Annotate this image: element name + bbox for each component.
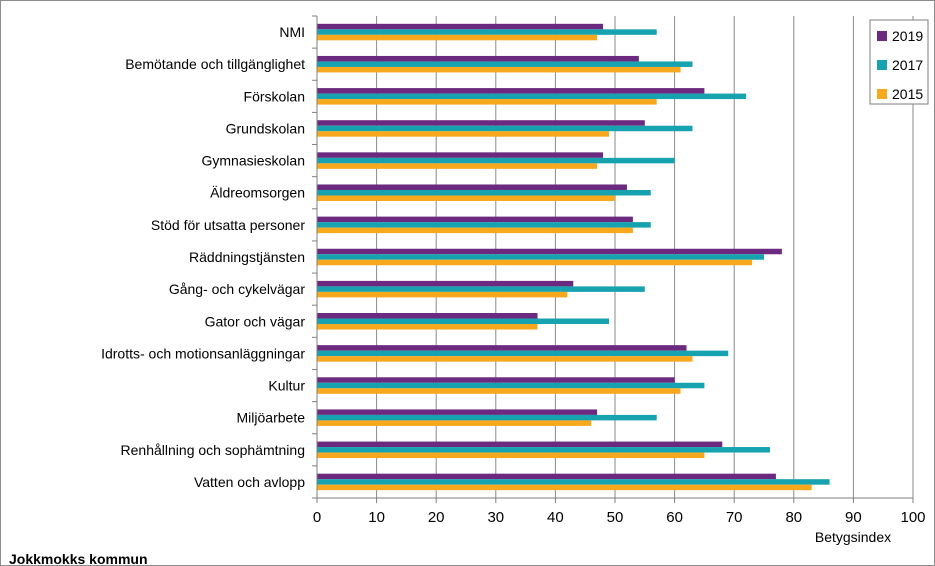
x-tick-label: 50 — [607, 509, 624, 526]
x-tick-label: 100 — [900, 509, 925, 526]
bar-2019 — [317, 345, 687, 351]
category-label: Äldreomsorgen — [210, 185, 305, 201]
legend-swatch-2019 — [877, 31, 887, 41]
legend-swatch-2015 — [877, 89, 887, 99]
bar-2017 — [317, 350, 729, 357]
bar-2019 — [317, 184, 627, 190]
bar-2017 — [317, 222, 651, 228]
legend-swatch-2017 — [877, 60, 887, 70]
bar-2019 — [317, 248, 782, 255]
category-label: Gymnasieskolan — [202, 153, 306, 169]
bar-2019 — [317, 23, 604, 30]
category-label: Idrotts- och motionsanläggningar — [101, 345, 305, 361]
x-tick-label: 30 — [487, 509, 504, 526]
bar-2015 — [317, 195, 615, 201]
bar-2019 — [317, 377, 675, 383]
bar-2019 — [317, 216, 633, 223]
bar-2017 — [317, 318, 610, 325]
x-tick-label: 0 — [313, 509, 321, 526]
bar-2015 — [317, 259, 753, 266]
bar-2017 — [317, 286, 645, 292]
category-label: NMI — [279, 24, 305, 40]
bar-2015 — [317, 291, 568, 298]
category-label: Grundskolan — [226, 120, 305, 136]
category-label: Stöd för utsatta personer — [151, 217, 305, 233]
category-label: Bemötande och tillgänglighet — [125, 56, 305, 72]
category-label: Renhållning och sophämtning — [121, 442, 305, 458]
bar-2017 — [317, 382, 705, 389]
bar-2015 — [317, 99, 657, 105]
bar-2015 — [317, 66, 681, 73]
bar-2017 — [317, 125, 693, 132]
legend-label-2019: 2019 — [892, 28, 923, 44]
category-label: Kultur — [268, 378, 305, 394]
bar-2019 — [317, 88, 705, 94]
bars — [317, 23, 830, 491]
bar-2019 — [317, 473, 776, 480]
x-tick-label: 70 — [726, 509, 743, 526]
bar-2017 — [317, 414, 657, 421]
bar-2019 — [317, 441, 723, 448]
bar-2015 — [317, 34, 598, 41]
bar-2017 — [317, 61, 693, 67]
x-tick-label: 60 — [666, 509, 683, 526]
bar-2019 — [317, 313, 538, 319]
legend-label-2017: 2017 — [892, 57, 923, 73]
x-tick-label: 80 — [785, 509, 802, 526]
bar-2015 — [317, 388, 681, 394]
bar-2019 — [317, 120, 645, 126]
category-label: Miljöarbete — [237, 410, 306, 426]
x-tick-label: 90 — [845, 509, 862, 526]
bar-2019 — [317, 280, 574, 287]
category-labels: NMI Bemötande och tillgänglighet Förskolan… — [101, 24, 305, 490]
x-tick-label: 20 — [428, 509, 445, 526]
bar-2015 — [317, 131, 610, 137]
bar-2017 — [317, 447, 770, 453]
bar-2017 — [317, 254, 764, 260]
legend: 2019 2017 2015 — [869, 19, 929, 105]
x-tick-label: 40 — [547, 509, 564, 526]
x-tick-label: 10 — [368, 509, 385, 526]
x-axis-title: Betygsindex — [815, 529, 891, 545]
bar-2017 — [317, 93, 747, 100]
bar-2015 — [317, 452, 705, 459]
bar-2019 — [317, 55, 639, 62]
category-label: Förskolan — [244, 88, 305, 104]
x-tick-labels: 0 10 20 30 40 50 60 70 80 90 100 — [313, 509, 926, 526]
bar-2019 — [317, 152, 604, 158]
bar-2015 — [317, 420, 592, 426]
bar-2017 — [317, 157, 675, 164]
category-label: Gator och vägar — [205, 313, 306, 329]
category-label: Räddningstjänsten — [189, 249, 305, 265]
category-label: Vatten och avlopp — [194, 474, 305, 490]
bar-2017 — [317, 29, 657, 35]
bar-2015 — [317, 227, 633, 234]
bar-2019 — [317, 409, 598, 415]
bar-2015 — [317, 163, 598, 169]
bar-2017 — [317, 189, 651, 196]
category-label: Gång- och cykelvägar — [169, 281, 306, 297]
footer-title: Jokkmokks kommun — [9, 551, 148, 565]
legend-label-2015: 2015 — [892, 86, 923, 102]
bar-2017 — [317, 479, 830, 485]
bar-2015 — [317, 484, 812, 491]
axes — [312, 15, 914, 503]
bar-2015 — [317, 324, 538, 330]
bar-2015 — [317, 356, 693, 362]
